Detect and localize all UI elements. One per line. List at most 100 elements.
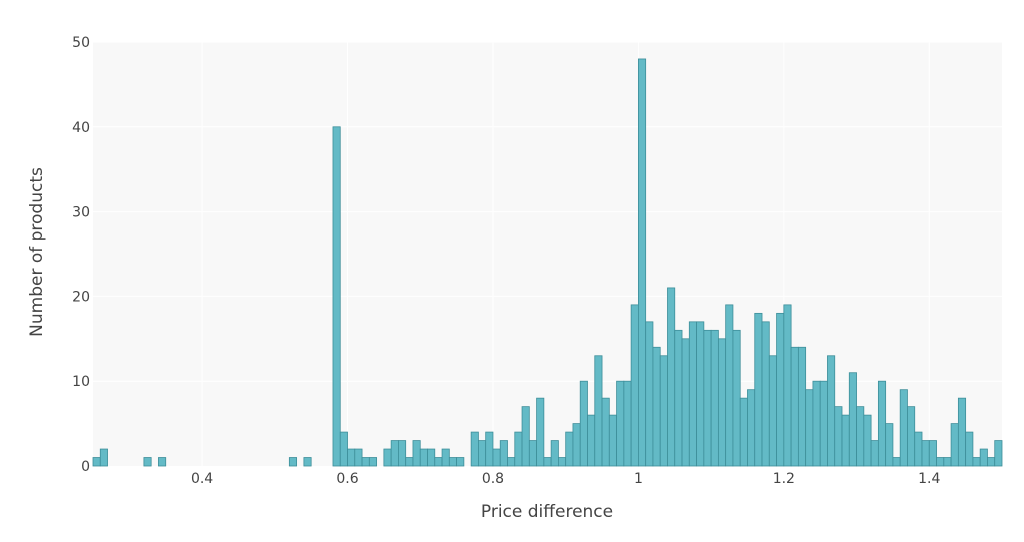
histogram-bar: [427, 448, 436, 467]
x-tick-label: 1.2: [773, 471, 795, 487]
histogram-bar: [456, 457, 465, 467]
histogram-bar: [907, 406, 916, 467]
x-axis-ticks: 0.4 0.6 0.8 1 1.2 1.4: [191, 471, 941, 487]
histogram-bar: [485, 431, 494, 467]
histogram-bar: [645, 321, 654, 467]
histogram-bar: [143, 457, 152, 467]
histogram-bar: [848, 372, 857, 467]
y-tick-label: 50: [72, 35, 90, 51]
histogram-bar: [972, 457, 981, 467]
histogram-bar: [921, 440, 930, 467]
histogram-bar: [448, 457, 457, 467]
histogram-bar: [347, 448, 356, 467]
histogram-bar: [368, 457, 378, 467]
histogram-bar: [630, 304, 639, 467]
histogram-bar: [572, 423, 581, 467]
histogram-bar: [747, 389, 756, 467]
histogram-bar: [390, 440, 399, 467]
histogram-bar: [594, 355, 603, 467]
histogram-bar: [478, 440, 487, 467]
histogram-bar: [790, 346, 799, 467]
histogram-bar: [514, 431, 523, 467]
histogram-bar: [797, 346, 807, 467]
histogram-bar: [528, 440, 537, 467]
histogram-bar: [536, 397, 545, 467]
histogram-bar: [856, 406, 865, 467]
bars: [92, 58, 1003, 467]
histogram-bar: [834, 406, 843, 467]
y-tick-label: 30: [72, 205, 90, 221]
histogram-bar: [158, 457, 167, 467]
histogram-bar: [412, 440, 421, 467]
histogram-bar: [717, 338, 727, 467]
histogram-bar: [674, 329, 683, 467]
histogram-bar: [696, 321, 705, 467]
histogram-bar: [558, 457, 567, 467]
histogram-bar: [419, 448, 428, 467]
histogram-bar: [339, 431, 348, 467]
histogram-bar: [950, 423, 959, 467]
histogram-bar: [979, 448, 988, 467]
histogram-bar: [332, 126, 341, 467]
histogram-bar: [608, 414, 617, 467]
histogram-bar: [470, 431, 479, 467]
histogram-bar: [994, 440, 1003, 467]
y-tick-label: 20: [72, 289, 90, 305]
histogram-bar: [914, 431, 923, 467]
histogram-bar: [492, 448, 501, 467]
histogram-bar: [885, 423, 894, 467]
histogram-bar: [827, 355, 836, 467]
histogram-bar: [659, 355, 668, 467]
histogram-bar: [943, 457, 952, 467]
histogram-bar: [601, 397, 610, 467]
x-tick-label: 0.8: [482, 471, 504, 487]
histogram-bar: [739, 397, 748, 467]
histogram-bar: [761, 321, 770, 467]
y-tick-label: 10: [72, 374, 90, 390]
y-axis-title: Number of products: [27, 167, 47, 337]
histogram-bar: [754, 312, 763, 467]
histogram-bar: [776, 312, 785, 467]
histogram-bar: [928, 440, 937, 467]
histogram-bar: [521, 406, 530, 467]
histogram-bar: [405, 457, 414, 467]
histogram-bar: [957, 397, 967, 467]
histogram-bar: [725, 304, 734, 467]
histogram-bar: [434, 457, 443, 467]
x-tick-label: 0.6: [336, 471, 358, 487]
histogram-bar: [288, 457, 298, 467]
histogram-bar: [681, 338, 690, 467]
x-axis-title: Price difference: [481, 502, 613, 522]
histogram-bar: [499, 440, 508, 467]
histogram-bar: [870, 440, 879, 467]
histogram-bar: [361, 457, 370, 467]
histogram-bar: [638, 58, 647, 467]
histogram-bar: [819, 380, 828, 467]
histogram-bar: [965, 431, 974, 467]
plot-background: [93, 42, 1002, 466]
histogram-bar: [732, 329, 741, 467]
histogram-bar: [667, 287, 676, 467]
y-tick-label: 40: [72, 120, 90, 136]
histogram-bar: [565, 431, 574, 467]
histogram-bar: [892, 457, 901, 467]
histogram-bar: [703, 329, 712, 467]
histogram-bar: [987, 457, 996, 467]
histogram-bar: [783, 304, 792, 467]
histogram-bar: [383, 448, 392, 467]
x-tick-label: 1: [634, 471, 643, 487]
histogram-bar: [936, 457, 945, 467]
histogram-bar: [616, 380, 625, 467]
histogram-bar: [92, 457, 101, 467]
histogram-bar: [303, 457, 312, 467]
histogram-bar: [354, 448, 363, 467]
histogram-bar: [587, 414, 596, 467]
histogram-bar: [99, 448, 108, 467]
y-axis-ticks: 0 10 20 30 40 50: [72, 35, 90, 475]
histogram-bar: [398, 440, 407, 467]
histogram-bar: [441, 448, 450, 467]
histogram-bar: [863, 414, 872, 467]
x-tick-label: 0.4: [191, 471, 213, 487]
histogram-bar: [550, 440, 559, 467]
